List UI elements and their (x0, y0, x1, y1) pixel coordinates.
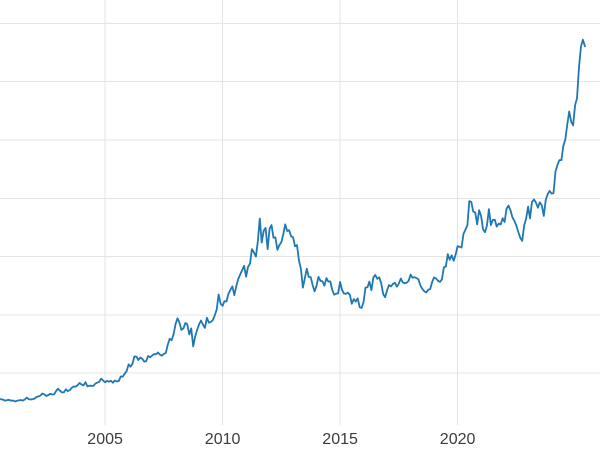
price-line-series (0, 38, 586, 403)
x-tick-label: 2010 (205, 431, 241, 448)
x-tick-label: 2015 (322, 431, 358, 448)
x-tick-label: 2005 (87, 431, 123, 448)
x-tick-label: 2020 (440, 431, 476, 448)
